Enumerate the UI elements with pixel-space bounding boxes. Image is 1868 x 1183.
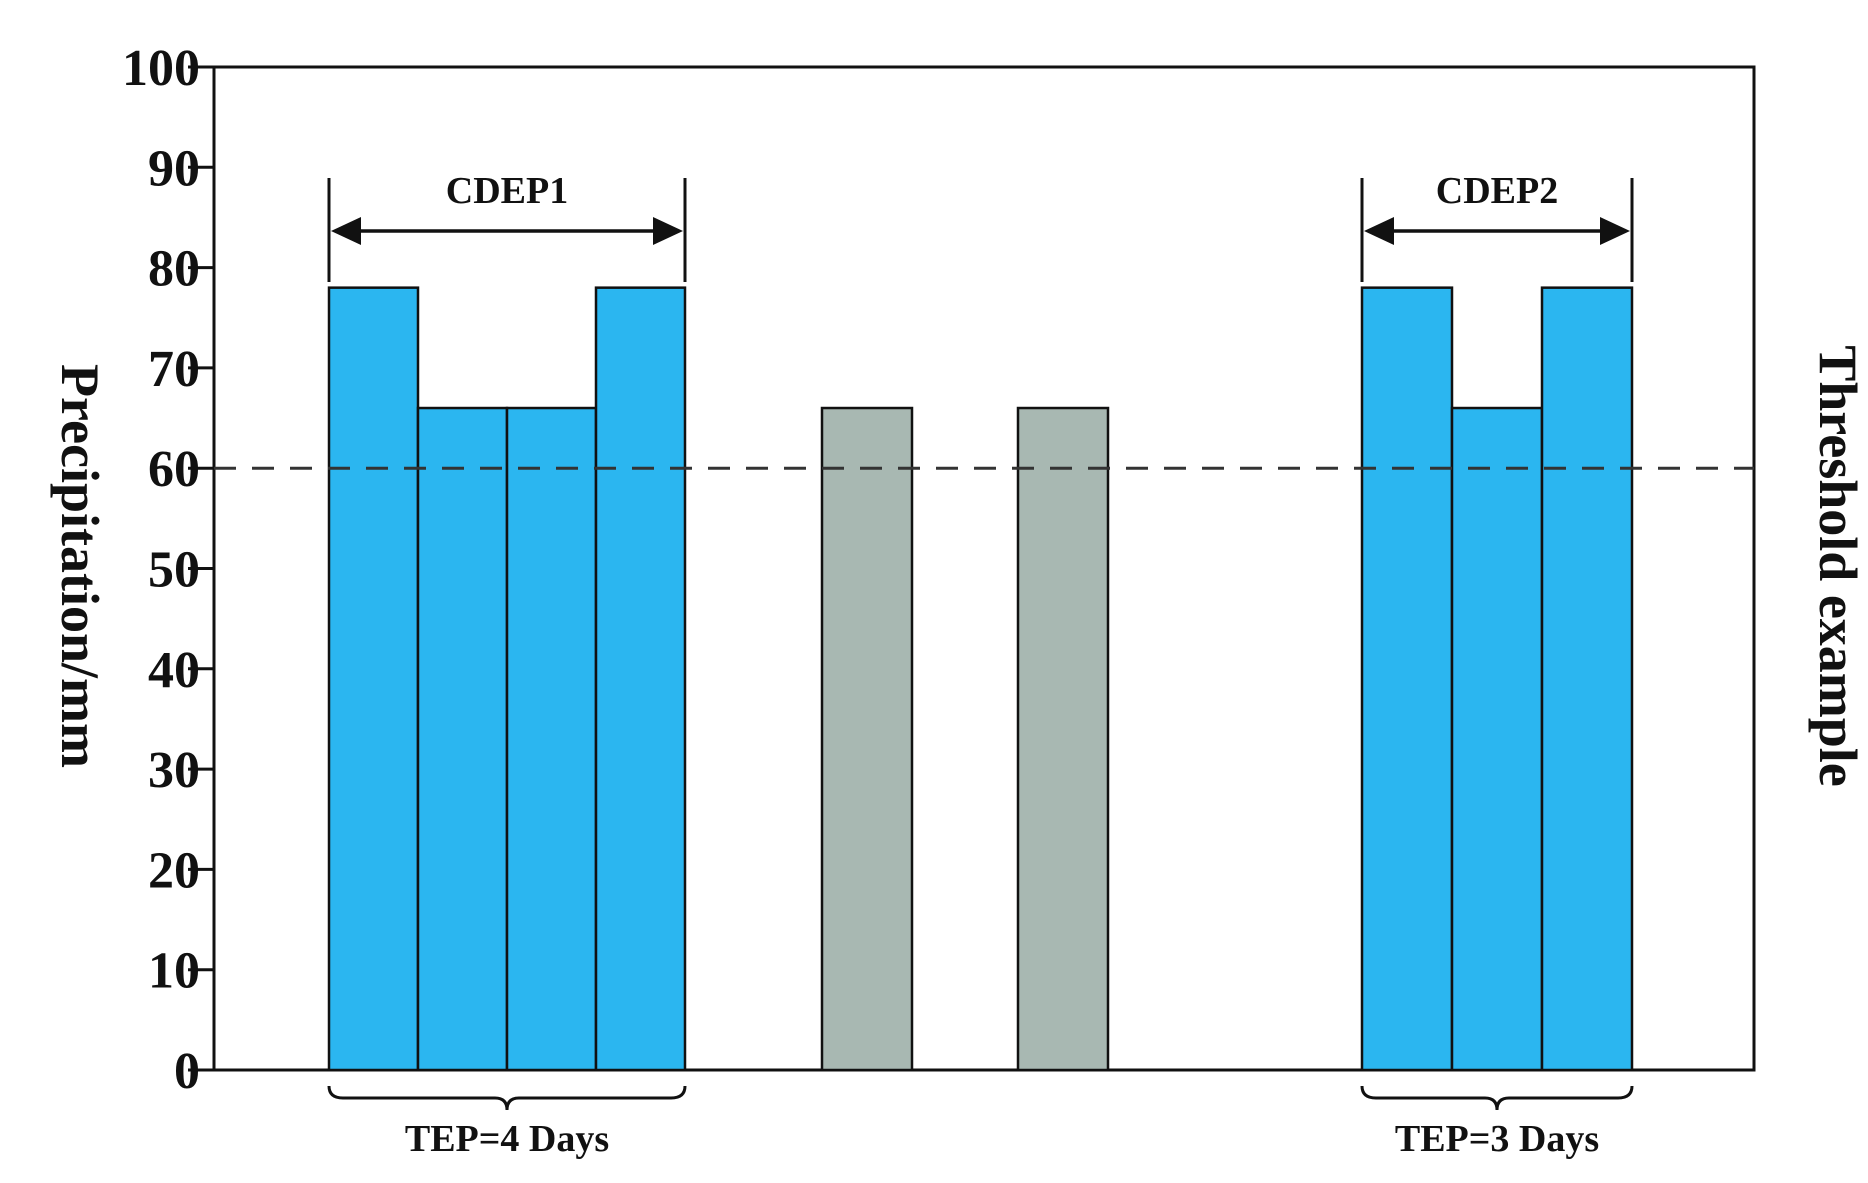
y-axis: 0 10 20 30 40 50 60 70 80 90 100 — [122, 40, 214, 1100]
y-tick-label: 40 — [148, 642, 200, 699]
event-bar — [505, 406, 598, 1072]
y-tick-label: 90 — [148, 140, 200, 197]
bars — [327, 286, 1634, 1072]
y-tick-label: 70 — [148, 341, 200, 398]
y-tick-label: 20 — [148, 842, 200, 899]
brace-label: TEP=3 Days — [1395, 1118, 1599, 1160]
duration-arrow: CDEP1 — [327, 170, 687, 282]
arrow-label: CDEP1 — [446, 170, 568, 212]
event-bar — [416, 406, 509, 1072]
event-bar — [594, 286, 687, 1072]
duration-arrow: CDEP2 — [1360, 170, 1634, 282]
arrow-head-left — [331, 217, 361, 245]
y-tick-label: 0 — [174, 1043, 200, 1100]
y-axis-label: Precipitation/mm — [50, 364, 110, 768]
event-bar — [1540, 286, 1634, 1072]
y-tick-label: 80 — [148, 241, 200, 298]
arrow-head-right — [1600, 217, 1630, 245]
threshold-label: Threshold example — [1808, 345, 1868, 787]
y-tick-label: 50 — [148, 542, 200, 599]
brace-path — [327, 1085, 687, 1111]
arrow-head-left — [1364, 217, 1394, 245]
brace-label: TEP=4 Days — [405, 1118, 609, 1160]
event-bar — [327, 286, 420, 1072]
brace-path — [1360, 1085, 1634, 1111]
non-event-bar — [820, 406, 914, 1072]
y-tick-label: 100 — [122, 40, 200, 97]
arrow-head-right — [653, 217, 683, 245]
annotations: CDEP1 CDEP2 TEP=4 Days TEP=3 Days — [327, 170, 1634, 1160]
non-event-bar — [1016, 406, 1110, 1072]
event-bar — [1450, 406, 1544, 1072]
arrow-label: CDEP2 — [1436, 170, 1558, 212]
duration-brace: TEP=4 Days — [327, 1085, 687, 1160]
y-tick-label: 10 — [148, 943, 200, 1000]
y-tick-label: 30 — [148, 742, 200, 799]
y-tick-label: 60 — [148, 441, 200, 498]
duration-brace: TEP=3 Days — [1360, 1085, 1634, 1160]
event-bar — [1360, 286, 1454, 1072]
